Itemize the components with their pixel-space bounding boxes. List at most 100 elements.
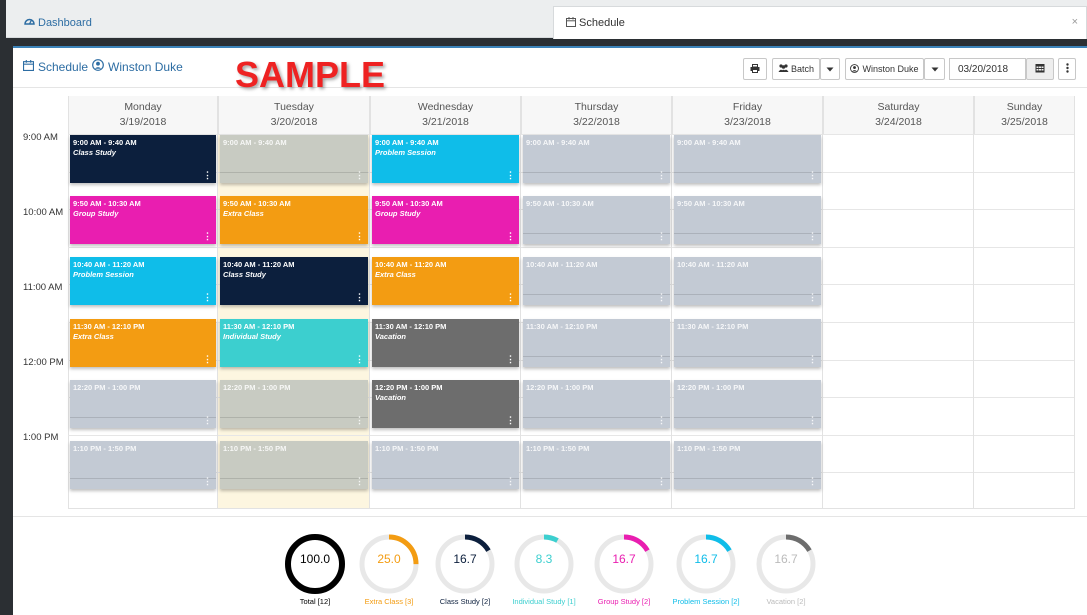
summary-gauge: 25.0 Extra Class [3] <box>358 533 420 606</box>
event-time: 11:30 AM - 12:10 PM <box>73 322 145 331</box>
tab-schedule[interactable]: Schedule × <box>553 6 1087 39</box>
event-block[interactable]: 12:20 PM - 1:00 PM Vacation ⋮ <box>372 380 519 428</box>
event-divider <box>523 172 670 173</box>
kebab-icon[interactable]: ⋮ <box>657 415 666 425</box>
summary-gauge: 100.0 Total [12] <box>284 533 346 606</box>
event-block[interactable]: 9:00 AM - 9:40 AM ⋮ <box>220 135 368 183</box>
user-dropdown-toggle[interactable] <box>924 58 945 80</box>
kebab-icon[interactable]: ⋮ <box>203 292 212 302</box>
event-block[interactable]: 10:40 AM - 11:20 AM ⋮ <box>523 257 670 305</box>
event-time: 9:50 AM - 10:30 AM <box>677 199 745 208</box>
kebab-icon[interactable]: ⋮ <box>355 354 364 364</box>
event-block[interactable]: 11:30 AM - 12:10 PM Vacation ⋮ <box>372 319 519 367</box>
event-block[interactable]: 9:50 AM - 10:30 AM Group Study ⋮ <box>372 196 519 244</box>
kebab-icon[interactable]: ⋮ <box>203 354 212 364</box>
kebab-icon[interactable]: ⋮ <box>506 476 515 486</box>
event-block[interactable]: 9:00 AM - 9:40 AM ⋮ <box>523 135 670 183</box>
kebab-icon[interactable]: ⋮ <box>808 354 817 364</box>
batch-button[interactable]: Batch <box>772 58 820 80</box>
kebab-icon[interactable]: ⋮ <box>506 415 515 425</box>
event-divider <box>674 294 821 295</box>
tab-dashboard[interactable]: Dashboard <box>12 6 552 39</box>
gauge-value: 16.7 <box>612 552 636 566</box>
kebab-icon[interactable]: ⋮ <box>203 476 212 486</box>
batch-dropdown-toggle[interactable] <box>820 58 840 80</box>
event-divider <box>674 478 821 479</box>
event-divider <box>220 478 368 479</box>
date-input[interactable]: 03/20/2018 <box>949 58 1026 80</box>
gauge-label[interactable]: Individual Study [1] <box>512 597 576 606</box>
kebab-icon[interactable]: ⋮ <box>506 292 515 302</box>
event-block[interactable]: 12:20 PM - 1:00 PM ⋮ <box>220 380 368 428</box>
event-block[interactable]: 12:20 PM - 1:00 PM ⋮ <box>523 380 670 428</box>
kebab-icon[interactable]: ⋮ <box>506 354 515 364</box>
event-block[interactable]: 9:00 AM - 9:40 AM ⋮ <box>674 135 821 183</box>
event-block[interactable]: 11:30 AM - 12:10 PM ⋮ <box>674 319 821 367</box>
gauge-label[interactable]: Group Study [2] <box>597 597 651 606</box>
event-time: 11:30 AM - 12:10 PM <box>375 322 447 331</box>
kebab-icon[interactable]: ⋮ <box>355 231 364 241</box>
gauge-label[interactable]: Vacation [2] <box>766 597 806 606</box>
event-block[interactable]: 9:50 AM - 10:30 AM ⋮ <box>674 196 821 244</box>
kebab-icon[interactable]: ⋮ <box>657 231 666 241</box>
event-divider <box>674 172 821 173</box>
event-block[interactable]: 9:50 AM - 10:30 AM ⋮ <box>523 196 670 244</box>
kebab-icon[interactable]: ⋮ <box>506 231 515 241</box>
kebab-icon[interactable]: ⋮ <box>808 170 817 180</box>
day-name: Wednesday <box>417 101 474 113</box>
date-picker-button[interactable] <box>1026 58 1054 80</box>
gauge-label[interactable]: Extra Class [3] <box>364 597 414 606</box>
event-block[interactable]: 12:20 PM - 1:00 PM ⋮ <box>70 380 216 428</box>
event-block[interactable]: 1:10 PM - 1:50 PM ⋮ <box>70 441 216 489</box>
event-block[interactable]: 9:00 AM - 9:40 AM Class Study ⋮ <box>70 135 216 183</box>
page-title-text: Schedule <box>38 59 89 74</box>
event-block[interactable]: 10:40 AM - 11:20 AM Problem Session ⋮ <box>70 257 216 305</box>
kebab-icon[interactable]: ⋮ <box>355 170 364 180</box>
event-block[interactable]: 10:40 AM - 11:20 AM ⋮ <box>674 257 821 305</box>
event-block[interactable]: 1:10 PM - 1:50 PM ⋮ <box>674 441 821 489</box>
gauge-arc <box>514 534 574 594</box>
event-subject: Vacation <box>375 393 406 402</box>
gauge-arc <box>435 534 495 594</box>
kebab-icon[interactable]: ⋮ <box>506 170 515 180</box>
gauge-label[interactable]: Class Study [2] <box>439 597 491 606</box>
batch-button-label: Batch <box>790 64 814 74</box>
kebab-icon[interactable]: ⋮ <box>355 292 364 302</box>
kebab-icon[interactable]: ⋮ <box>808 292 817 302</box>
event-block[interactable]: 11:30 AM - 12:10 PM Extra Class ⋮ <box>70 319 216 367</box>
kebab-icon[interactable]: ⋮ <box>808 231 817 241</box>
user-name[interactable]: Winston Duke <box>108 59 183 74</box>
day-name: Thursday <box>574 101 619 113</box>
gauge-label[interactable]: Total [12] <box>299 597 331 606</box>
kebab-icon[interactable]: ⋮ <box>657 354 666 364</box>
event-divider <box>674 233 821 234</box>
kebab-icon[interactable]: ⋮ <box>657 292 666 302</box>
kebab-icon[interactable]: ⋮ <box>203 170 212 180</box>
event-block[interactable]: 1:10 PM - 1:50 PM ⋮ <box>372 441 519 489</box>
event-block[interactable]: 11:30 AM - 12:10 PM Individual Study ⋮ <box>220 319 368 367</box>
event-block[interactable]: 1:10 PM - 1:50 PM ⋮ <box>220 441 368 489</box>
kebab-icon[interactable]: ⋮ <box>808 415 817 425</box>
event-block[interactable]: 9:50 AM - 10:30 AM Group Study ⋮ <box>70 196 216 244</box>
event-block[interactable]: 9:50 AM - 10:30 AM Extra Class ⋮ <box>220 196 368 244</box>
print-button[interactable] <box>743 58 767 80</box>
tab-schedule-label: Schedule <box>579 17 625 29</box>
kebab-icon[interactable]: ⋮ <box>355 476 364 486</box>
event-block[interactable]: 11:30 AM - 12:10 PM ⋮ <box>523 319 670 367</box>
kebab-icon[interactable]: ⋮ <box>657 476 666 486</box>
event-block[interactable]: 10:40 AM - 11:20 AM Extra Class ⋮ <box>372 257 519 305</box>
event-block[interactable]: 9:00 AM - 9:40 AM Problem Session ⋮ <box>372 135 519 183</box>
close-icon[interactable]: × <box>1071 16 1078 28</box>
kebab-icon[interactable]: ⋮ <box>203 415 212 425</box>
more-options-button[interactable] <box>1058 58 1076 80</box>
kebab-icon[interactable]: ⋮ <box>657 170 666 180</box>
kebab-icon[interactable]: ⋮ <box>808 476 817 486</box>
divider <box>13 516 1087 517</box>
event-block[interactable]: 1:10 PM - 1:50 PM ⋮ <box>523 441 670 489</box>
event-block[interactable]: 12:20 PM - 1:00 PM ⋮ <box>674 380 821 428</box>
gauge-label[interactable]: Problem Session [2] <box>672 597 740 606</box>
user-select-button[interactable]: Winston Duke <box>845 58 924 80</box>
kebab-icon[interactable]: ⋮ <box>203 231 212 241</box>
event-block[interactable]: 10:40 AM - 11:20 AM Class Study ⋮ <box>220 257 368 305</box>
kebab-icon[interactable]: ⋮ <box>355 415 364 425</box>
